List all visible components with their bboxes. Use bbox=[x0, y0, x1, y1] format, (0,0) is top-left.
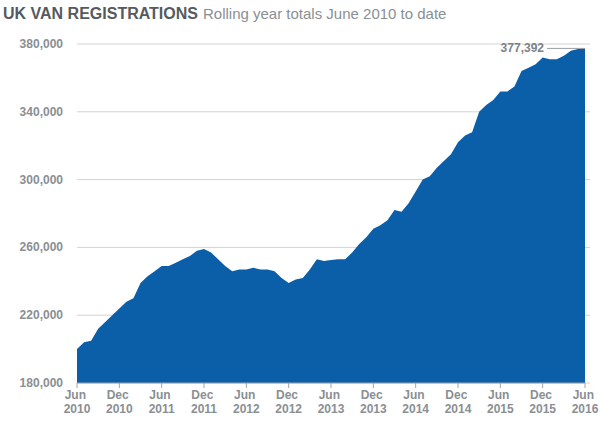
x-tick-label-line: Jun bbox=[234, 388, 259, 402]
x-tick-label-line: 2013 bbox=[318, 402, 345, 416]
x-tick-label-line: Dec bbox=[530, 388, 555, 402]
x-tick-label-line: 2015 bbox=[487, 402, 514, 416]
x-tick-label-line: Dec bbox=[191, 388, 216, 402]
x-tick-label-line: 2014 bbox=[445, 402, 472, 416]
y-tick-label: 180,000 bbox=[20, 376, 64, 390]
y-tick-label: 260,000 bbox=[20, 240, 64, 254]
x-tick-label-line: Jun bbox=[488, 388, 513, 402]
x-tick-label: Dec 2013 bbox=[360, 388, 387, 416]
x-tick-label-line: 2011 bbox=[191, 402, 217, 416]
x-tick-label: Jun 2013 bbox=[318, 388, 345, 416]
x-tick-label-line: 2012 bbox=[275, 402, 302, 416]
x-tick-label: Dec 2010 bbox=[106, 388, 133, 416]
x-tick-label-line: 2014 bbox=[402, 402, 429, 416]
x-tick-label: Dec 2014 bbox=[445, 388, 472, 416]
x-tick-label: Jun 2012 bbox=[233, 388, 260, 416]
x-tick-label: Jun 2015 bbox=[487, 388, 514, 416]
x-tick-label: Jun 2011 bbox=[149, 388, 175, 416]
title: UK VAN REGISTRATIONS bbox=[3, 5, 198, 22]
x-tick-label-line: Dec bbox=[445, 388, 470, 402]
grid-line bbox=[77, 383, 590, 384]
x-tick-label: Dec 2012 bbox=[275, 388, 302, 416]
x-tick-label: Dec 2011 bbox=[191, 388, 217, 416]
x-tick-label-line: Dec bbox=[276, 388, 301, 402]
x-tick-label-line: 2016 bbox=[572, 402, 599, 416]
y-tick-label: 380,000 bbox=[20, 37, 64, 51]
subtitle: Rolling year totals June 2010 to date bbox=[203, 5, 447, 22]
x-tick-label-line: 2010 bbox=[106, 402, 133, 416]
x-tick-label-line: Jun bbox=[403, 388, 428, 402]
x-tick-label: Jun 2016 bbox=[572, 388, 599, 416]
x-tick-label-line: Dec bbox=[107, 388, 132, 402]
annotation-leader bbox=[547, 48, 585, 49]
y-tick-label: 220,000 bbox=[20, 308, 64, 322]
x-tick-label-line: 2010 bbox=[64, 402, 91, 416]
x-tick-label: Jun 2010 bbox=[64, 388, 91, 416]
x-tick-label-line: 2012 bbox=[233, 402, 260, 416]
x-tick-label: Dec 2015 bbox=[529, 388, 556, 416]
area bbox=[77, 48, 585, 383]
plot-area bbox=[77, 48, 585, 383]
x-tick-label-line: Dec bbox=[361, 388, 386, 402]
x-tick-label-line: Jun bbox=[149, 388, 174, 402]
y-tick-label: 300,000 bbox=[20, 173, 64, 187]
x-tick-label-line: 2011 bbox=[149, 402, 175, 416]
x-tick-label-line: 2015 bbox=[529, 402, 556, 416]
data-label: 377,392 bbox=[501, 41, 545, 55]
x-tick-label: Jun 2014 bbox=[402, 388, 429, 416]
x-tick-label-line: Jun bbox=[65, 388, 90, 402]
x-tick-label-line: Jun bbox=[319, 388, 344, 402]
x-tick-label-line: 2013 bbox=[360, 402, 387, 416]
chart: UK VAN REGISTRATIONS Rolling year totals … bbox=[0, 0, 600, 423]
y-tick-label: 340,000 bbox=[20, 105, 64, 119]
x-tick-label-line: Jun bbox=[573, 388, 598, 402]
